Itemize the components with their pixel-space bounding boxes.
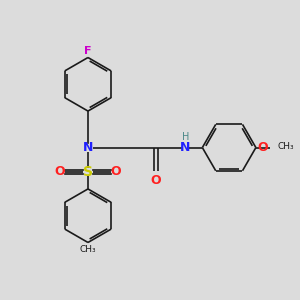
Text: O: O bbox=[111, 165, 121, 178]
Text: S: S bbox=[83, 165, 93, 179]
Text: F: F bbox=[84, 46, 92, 56]
Text: CH₃: CH₃ bbox=[80, 245, 96, 254]
Text: O: O bbox=[55, 165, 65, 178]
Text: N: N bbox=[83, 141, 93, 154]
Text: N: N bbox=[180, 141, 190, 154]
Text: CH₃: CH₃ bbox=[278, 142, 294, 151]
Text: O: O bbox=[151, 174, 161, 187]
Text: O: O bbox=[258, 141, 268, 154]
Text: H: H bbox=[182, 132, 189, 142]
